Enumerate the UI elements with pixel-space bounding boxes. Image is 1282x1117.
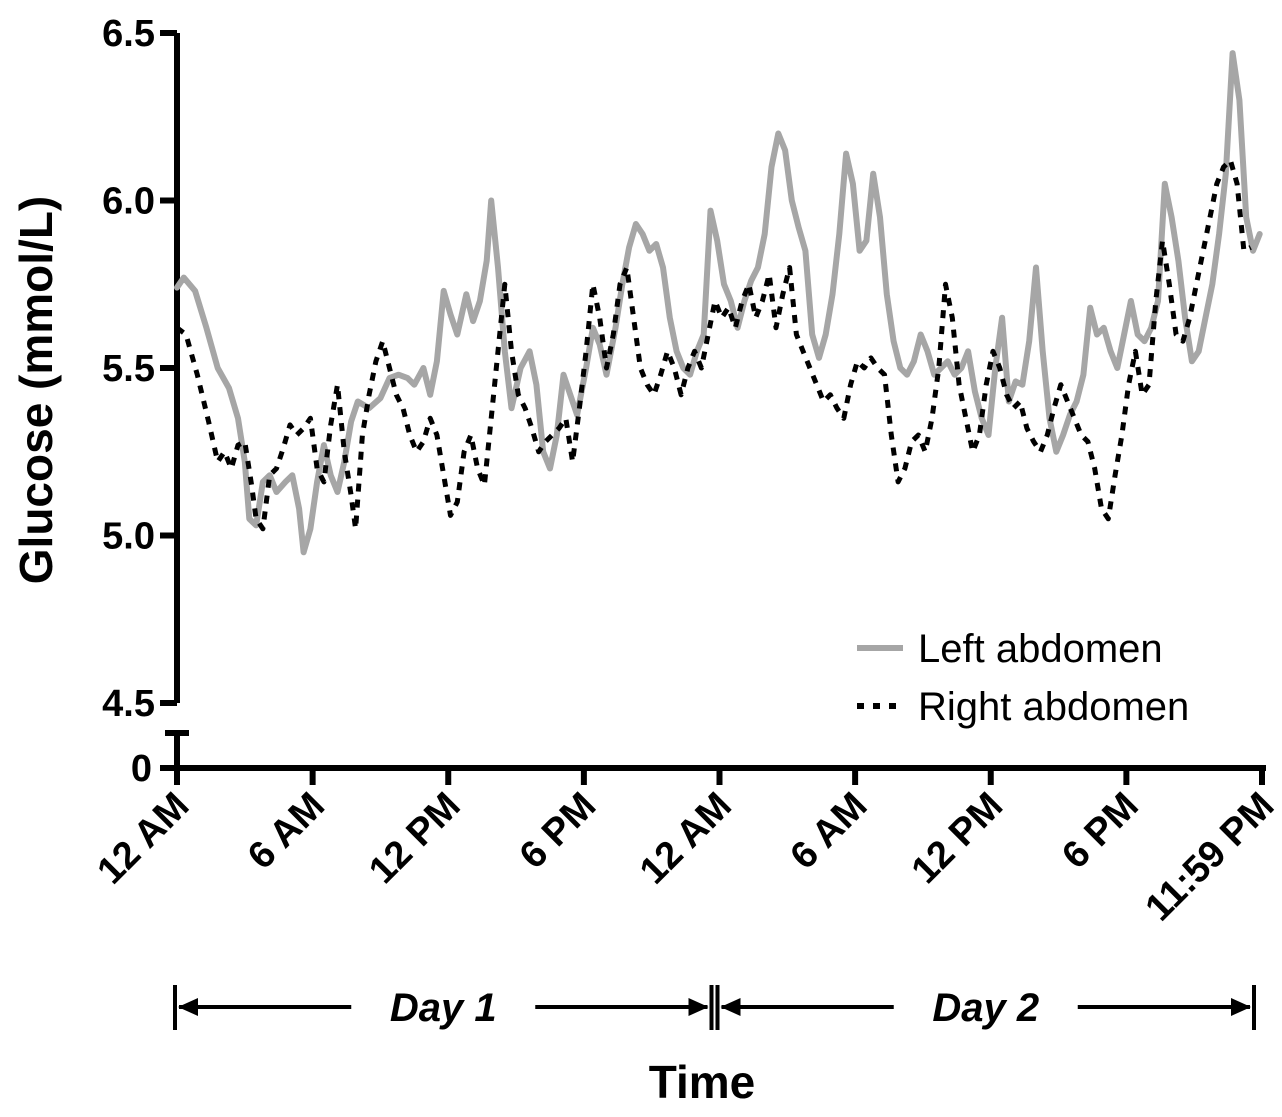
y-tick-label: 6.0 [102, 181, 155, 223]
x-ticks-group: 12 AM 6 AM 12 PM 6 PM 12 AM 6 AM 12 PM 6 PM11:5… [90, 768, 1282, 929]
x-tick-label: 11:59 PM [1138, 785, 1282, 930]
day-span-arrow-right [688, 998, 709, 1016]
series-line-right-abdomen [175, 157, 1252, 532]
y-axis-title: Glucose (mmol/L) [10, 196, 62, 584]
y-ticks-group: 6.5 6.0 5.5 5.0 4.5 [102, 13, 177, 725]
axes-group: 6.5 6.0 5.5 5.0 4.5 12 AM 6 AM 12 PM 6 PM 12 AM 6… [90, 13, 1282, 929]
x-tick-label: 6 PM [1054, 785, 1146, 877]
legend-label-right-abdomen: Right abdomen [918, 685, 1189, 729]
y-tick-label: 5.5 [102, 348, 155, 390]
x-tick-label: 6 PM [512, 785, 604, 877]
x-tick-label: 12 AM [90, 785, 198, 893]
x-tick-label: 6 AM [783, 785, 876, 878]
day-span-arrow-left [720, 998, 741, 1016]
x-tick-label: 12 PM [361, 785, 468, 892]
legend: Left abdomen Right abdomen [857, 627, 1189, 729]
y-zero-label: 0 [131, 748, 152, 790]
x-tick-label: 12 PM [904, 785, 1011, 892]
day-span-arrow-left [178, 998, 198, 1016]
x-tick-label: 6 AM [240, 785, 333, 878]
y-tick-label: 4.5 [102, 683, 155, 725]
day-span-arrow-right [1231, 998, 1251, 1016]
day-spans: Day 1 Day 2 [173, 985, 1256, 1030]
x-tick-label: 12 AM [632, 785, 740, 893]
x-axis-title: Time [649, 1056, 756, 1108]
day-span-label: Day 2 [932, 986, 1039, 1030]
series-line-left-abdomen [174, 50, 1263, 556]
y-tick-label: 5.0 [102, 516, 155, 558]
day-span-label: Day 1 [390, 986, 497, 1030]
legend-label-left-abdomen: Left abdomen [918, 627, 1163, 671]
series-group [174, 50, 1263, 556]
y-tick-label: 6.5 [102, 13, 155, 55]
